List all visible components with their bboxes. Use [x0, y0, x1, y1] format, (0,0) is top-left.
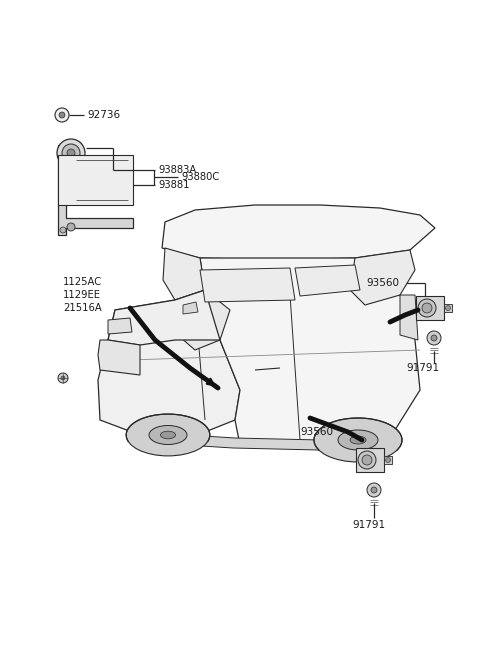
Circle shape [445, 305, 451, 310]
Circle shape [367, 483, 381, 497]
Ellipse shape [149, 426, 187, 445]
Circle shape [358, 451, 376, 469]
Bar [384, 456, 392, 464]
Polygon shape [98, 300, 240, 440]
Circle shape [59, 112, 65, 118]
Text: 93881: 93881 [158, 180, 190, 190]
Ellipse shape [314, 418, 402, 462]
Polygon shape [400, 295, 418, 340]
Polygon shape [350, 250, 415, 305]
Polygon shape [183, 302, 198, 314]
Circle shape [67, 149, 75, 157]
Ellipse shape [160, 431, 176, 439]
Text: 93883A: 93883A [158, 165, 196, 175]
Circle shape [362, 455, 372, 465]
Circle shape [418, 299, 436, 317]
Polygon shape [58, 145, 133, 235]
Circle shape [67, 223, 75, 231]
Circle shape [371, 487, 377, 493]
Polygon shape [98, 340, 140, 375]
Text: 21516A: 21516A [63, 303, 102, 313]
Ellipse shape [338, 430, 378, 450]
Polygon shape [162, 205, 435, 260]
Circle shape [61, 376, 65, 380]
Circle shape [55, 108, 69, 122]
Circle shape [385, 457, 391, 462]
Circle shape [422, 303, 432, 313]
Ellipse shape [350, 436, 366, 444]
Text: 93560: 93560 [300, 427, 333, 437]
Circle shape [60, 227, 66, 233]
Circle shape [62, 144, 80, 162]
Circle shape [431, 335, 437, 341]
Circle shape [57, 139, 85, 167]
Text: 1129EE: 1129EE [63, 290, 101, 300]
Text: 92736: 92736 [87, 110, 120, 120]
Bar [356, 448, 384, 472]
Text: 91791: 91791 [352, 520, 385, 530]
Polygon shape [200, 268, 295, 302]
Ellipse shape [126, 414, 210, 456]
Polygon shape [138, 430, 395, 450]
Text: 91791: 91791 [406, 363, 439, 373]
Text: 93880C: 93880C [181, 172, 219, 182]
Polygon shape [200, 258, 420, 445]
Polygon shape [172, 290, 230, 350]
Bar [444, 304, 452, 312]
Polygon shape [163, 248, 205, 300]
Bar [416, 296, 444, 320]
Polygon shape [108, 290, 220, 345]
Circle shape [58, 373, 68, 383]
Polygon shape [108, 318, 132, 334]
Bar [58, 155, 133, 205]
Polygon shape [295, 265, 360, 296]
Text: 93560: 93560 [366, 278, 399, 288]
Text: 1125AC: 1125AC [63, 277, 102, 287]
Circle shape [427, 331, 441, 345]
